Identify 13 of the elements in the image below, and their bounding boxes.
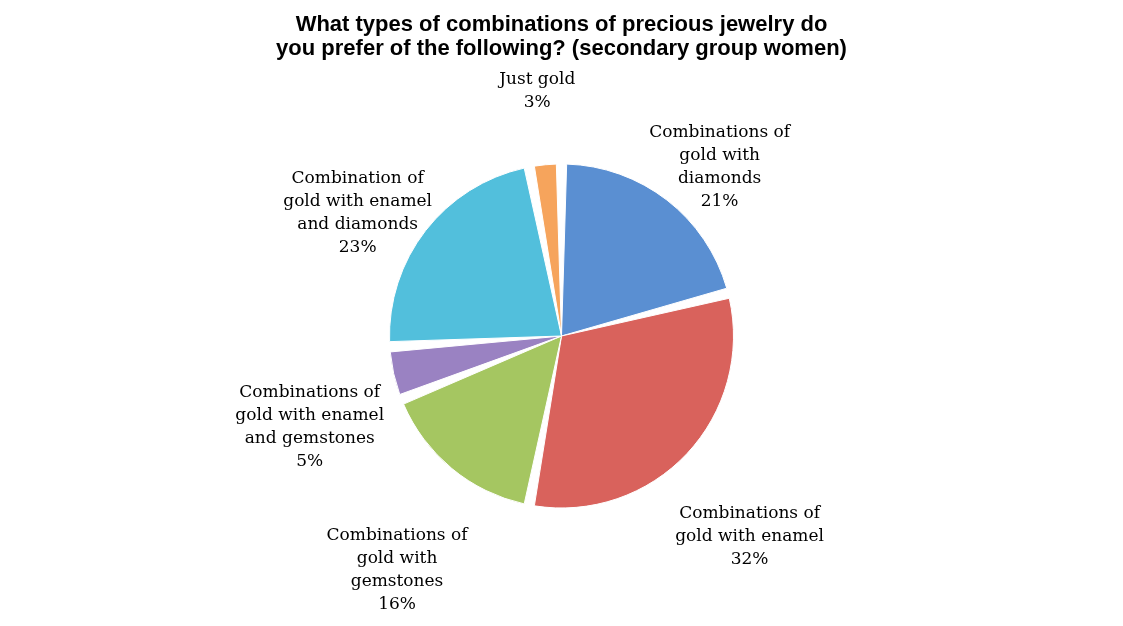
slice-label: Combinations of gold with diamonds <box>649 121 792 188</box>
data-label: 5% <box>296 450 324 471</box>
slice-label: Combination of gold with enamel and diamonds <box>283 166 433 233</box>
slice-label: Combinations of gold with enamel <box>675 501 824 545</box>
data-label: 3% <box>523 91 551 112</box>
data-label: 21% <box>700 190 739 211</box>
slice-label: Combinations of gold with enamel and gemstones <box>235 381 385 448</box>
chart-title: What types of combinations of precious jewelry do you prefer of the following? (secondary group women) <box>276 11 847 61</box>
data-label: 16% <box>378 592 416 613</box>
data-label: 23% <box>338 235 377 256</box>
slice-label: Just gold <box>497 68 576 89</box>
data-label: 32% <box>730 547 769 568</box>
slice-label: Combinations of gold with gemstones <box>326 523 470 590</box>
